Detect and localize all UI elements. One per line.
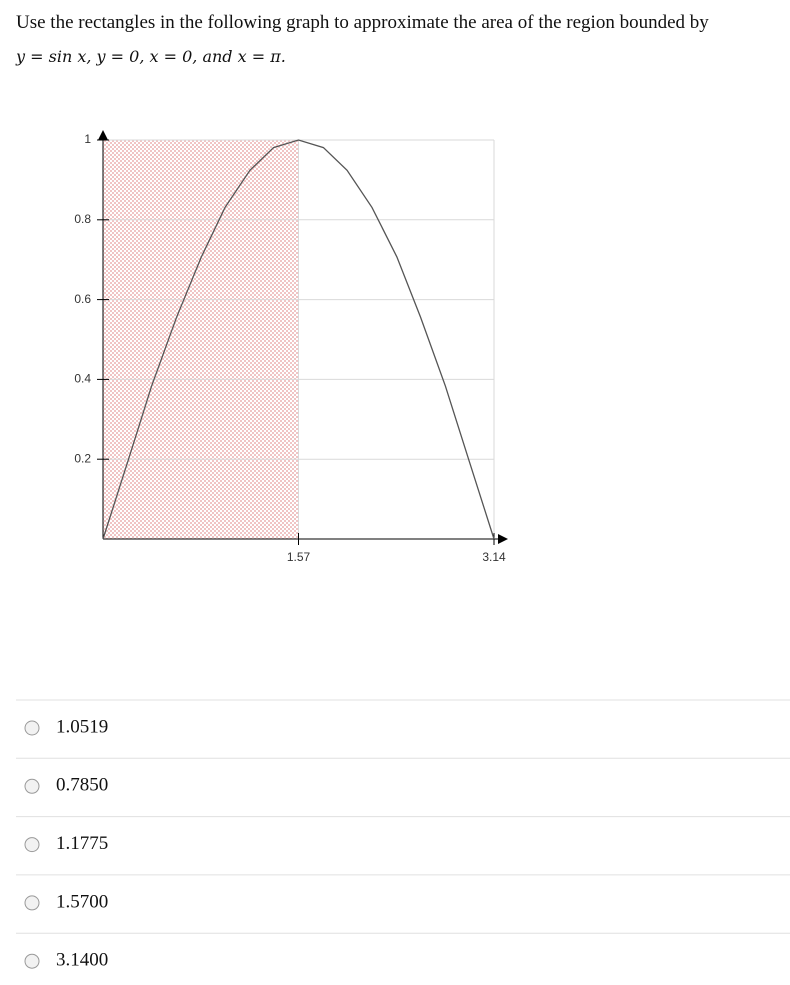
y-tick-label: 0.8 xyxy=(74,212,91,226)
curve xyxy=(102,139,495,540)
question-math: y = sin x, y = 0, x = 0, and x = π. xyxy=(15,47,286,66)
option-label[interactable]: 0.7850 xyxy=(56,775,108,796)
y-axis-arrow xyxy=(98,130,108,140)
y-tick-label: 0.4 xyxy=(74,372,91,386)
chart: 0.2 0.4 0.6 0.8 1 1.57 3.14 xyxy=(74,130,508,564)
radio-button[interactable] xyxy=(24,953,40,969)
radio-button[interactable] xyxy=(24,837,40,853)
option-label[interactable]: 1.0519 xyxy=(56,716,108,737)
question-text: Use the rectangles in the following grap… xyxy=(16,12,709,33)
x-tick-label: 3.14 xyxy=(482,550,506,564)
option-label[interactable]: 1.5700 xyxy=(56,891,108,912)
radio-button[interactable] xyxy=(24,778,40,794)
y-tick-label: 0.6 xyxy=(74,292,91,306)
option-label[interactable]: 3.1400 xyxy=(56,950,108,971)
radio-button[interactable] xyxy=(24,895,40,911)
radio-button[interactable] xyxy=(24,720,40,736)
y-tick-label: 1 xyxy=(84,132,91,146)
x-tick-label: 1.57 xyxy=(287,550,311,564)
options: 1.0519 0.7850 1.1775 1.5700 3.1400 xyxy=(16,699,790,971)
approx-rectangle xyxy=(102,139,299,540)
x-axis-arrow xyxy=(498,534,508,544)
y-tick-label: 0.2 xyxy=(74,451,91,465)
option-label[interactable]: 1.1775 xyxy=(56,833,108,854)
